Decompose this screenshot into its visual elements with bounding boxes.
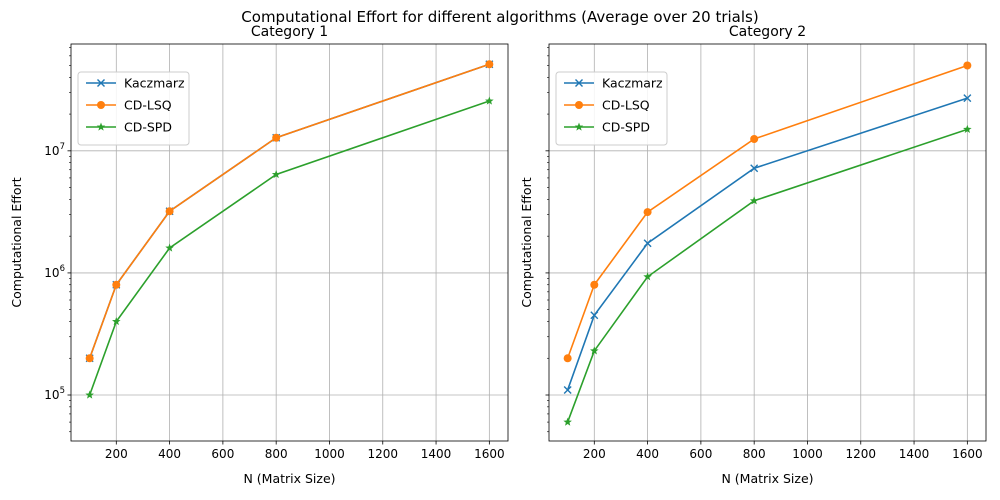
legend-label: CD-SPD <box>602 120 650 135</box>
legend-marker <box>575 79 583 87</box>
legend-label: Kaczmarz <box>124 76 185 91</box>
x-tick-label: 800 <box>265 447 288 461</box>
data-point <box>750 135 759 144</box>
legend: Kaczmarz CD-LSQ CD-SPD <box>555 71 668 146</box>
x-tick-label: 800 <box>743 447 766 461</box>
data-point <box>112 317 121 326</box>
legend-marker <box>574 122 584 131</box>
x-tick-label: 200 <box>583 447 606 461</box>
series-group <box>85 60 494 399</box>
y-tick-label: 105 <box>44 386 65 402</box>
x-tick-label: 1000 <box>314 447 345 461</box>
x-tick-label: 600 <box>211 447 234 461</box>
x-tick-label: 1600 <box>952 447 983 461</box>
data-point <box>749 196 759 205</box>
data-point <box>112 280 121 289</box>
x-tick-label: 1400 <box>899 447 930 461</box>
legend-label: CD-LSQ <box>124 98 172 113</box>
grid <box>549 44 986 441</box>
x-axis-label: N (Matrix Size) <box>243 471 335 486</box>
data-point <box>590 280 599 289</box>
legend-label: CD-LSQ <box>602 98 650 113</box>
x-tick-label: 1600 <box>474 447 505 461</box>
legend-item-cd-lsq: CD-LSQ <box>564 98 650 113</box>
legend-item-kaczmarz: Kaczmarz <box>86 76 185 91</box>
y-tick-label: 106 <box>44 264 65 280</box>
x-tick-label: 200 <box>105 447 128 461</box>
data-point <box>85 354 94 363</box>
axes-frame <box>548 43 987 442</box>
series-group <box>563 61 972 426</box>
y-axis-label: Computational Effort <box>519 177 534 307</box>
data-point <box>563 354 572 363</box>
legend-marker <box>96 122 106 131</box>
legend-marker <box>97 79 105 87</box>
data-point <box>590 311 599 320</box>
legend-label: CD-SPD <box>124 120 172 135</box>
legend-item-cd-spd: CD-SPD <box>564 120 650 135</box>
figure-suptitle: Computational Effort for different algor… <box>241 8 758 26</box>
data-point <box>485 60 494 69</box>
data-point <box>272 133 281 142</box>
data-point <box>563 417 572 426</box>
legend-item-cd-spd: CD-SPD <box>86 120 172 135</box>
data-point <box>643 272 652 281</box>
data-point <box>271 170 281 179</box>
data-point <box>643 239 652 248</box>
legend-label: Kaczmarz <box>602 76 663 91</box>
legend-marker <box>575 101 583 109</box>
x-tick-label: 1200 <box>367 447 398 461</box>
chart-panel-category-2: 200 400 600 800 1000 1200 1400 1600 Category 2 N … <box>519 24 987 486</box>
data-point <box>85 390 94 399</box>
legend-item-kaczmarz: Kaczmarz <box>564 76 663 91</box>
x-tick-label: 1000 <box>792 447 823 461</box>
y-tick-label: 107 <box>44 142 65 158</box>
y-axis <box>545 150 549 396</box>
x-tick-label: 400 <box>158 447 181 461</box>
y-axis-label: Computational Effort <box>9 177 24 307</box>
data-point <box>963 61 972 70</box>
axes-frame <box>70 43 509 442</box>
x-tick-label: 600 <box>689 447 712 461</box>
data-point <box>485 96 494 105</box>
data-point <box>165 243 174 252</box>
x-axis: 200 400 600 800 1000 1200 1400 1600 <box>105 441 505 461</box>
chart-panel-category-1: 200 400 600 800 1000 1200 1400 1600 105 106 107 Cat… <box>9 24 509 486</box>
chart-title: Category 2 <box>729 24 806 40</box>
data-point <box>750 164 759 173</box>
x-axis: 200 400 600 800 1000 1200 1400 1600 <box>583 441 983 461</box>
x-tick-label: 1200 <box>845 447 876 461</box>
series-line-cd-spd <box>566 128 968 423</box>
legend-marker <box>97 101 105 109</box>
data-point <box>643 208 652 217</box>
data-point <box>590 346 599 355</box>
x-axis-label: N (Matrix Size) <box>721 471 813 486</box>
data-point <box>963 94 972 103</box>
data-point <box>165 207 174 216</box>
chart-title: Category 1 <box>251 24 328 40</box>
grid <box>71 44 508 441</box>
y-axis: 105 106 107 <box>44 142 71 402</box>
legend-item-cd-lsq: CD-LSQ <box>86 98 172 113</box>
data-point <box>563 385 572 394</box>
data-point <box>963 124 972 133</box>
x-tick-label: 400 <box>636 447 659 461</box>
x-tick-label: 1400 <box>421 447 452 461</box>
legend: Kaczmarz CD-LSQ CD-SPD <box>77 71 190 146</box>
